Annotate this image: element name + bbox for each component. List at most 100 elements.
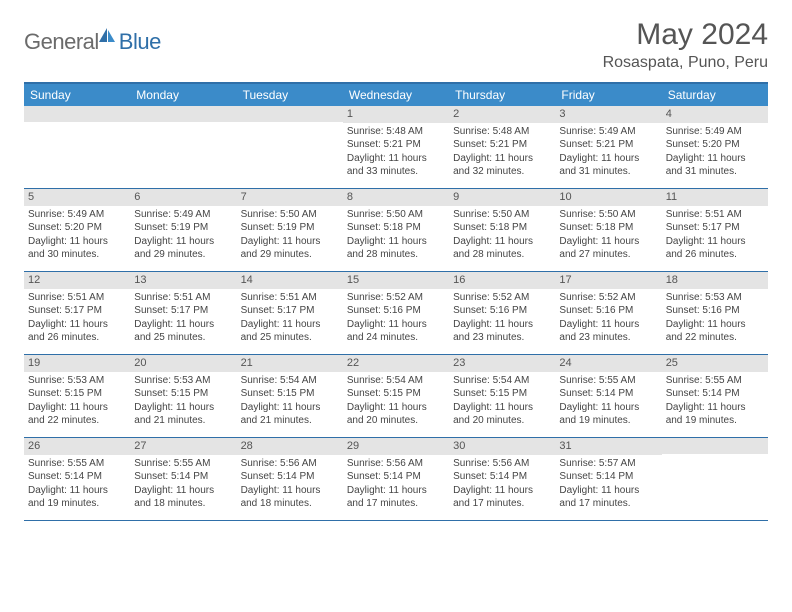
week-row: 12Sunrise: 5:51 AMSunset: 5:17 PMDayligh… (24, 272, 768, 355)
sunrise-text: Sunrise: 5:53 AM (134, 374, 232, 388)
day-cell: 23Sunrise: 5:54 AMSunset: 5:15 PMDayligh… (449, 355, 555, 437)
day-number: 5 (24, 189, 130, 206)
day-cell: 1Sunrise: 5:48 AMSunset: 5:21 PMDaylight… (343, 106, 449, 188)
week-row: 19Sunrise: 5:53 AMSunset: 5:15 PMDayligh… (24, 355, 768, 438)
weekday-header: Wednesday (343, 84, 449, 106)
daylight-text: Daylight: 11 hours and 28 minutes. (453, 235, 551, 262)
day-number: 12 (24, 272, 130, 289)
page-header: General Blue May 2024 Rosaspata, Puno, P… (24, 18, 768, 72)
day-cell: 25Sunrise: 5:55 AMSunset: 5:14 PMDayligh… (662, 355, 768, 437)
sunrise-text: Sunrise: 5:56 AM (241, 457, 339, 471)
day-cell: 28Sunrise: 5:56 AMSunset: 5:14 PMDayligh… (237, 438, 343, 520)
sunrise-text: Sunrise: 5:55 AM (134, 457, 232, 471)
sunset-text: Sunset: 5:21 PM (453, 138, 551, 152)
sunrise-text: Sunrise: 5:56 AM (453, 457, 551, 471)
sunset-text: Sunset: 5:15 PM (241, 387, 339, 401)
sunrise-text: Sunrise: 5:53 AM (28, 374, 126, 388)
day-number: 27 (130, 438, 236, 455)
day-cell: 9Sunrise: 5:50 AMSunset: 5:18 PMDaylight… (449, 189, 555, 271)
day-number: 31 (555, 438, 661, 455)
sunrise-text: Sunrise: 5:50 AM (453, 208, 551, 222)
sunrise-text: Sunrise: 5:54 AM (347, 374, 445, 388)
day-number: 9 (449, 189, 555, 206)
day-cell (24, 106, 130, 188)
day-number: 25 (662, 355, 768, 372)
daylight-text: Daylight: 11 hours and 32 minutes. (453, 152, 551, 179)
sunrise-text: Sunrise: 5:52 AM (559, 291, 657, 305)
day-details: Sunrise: 5:54 AMSunset: 5:15 PMDaylight:… (343, 372, 449, 432)
day-cell: 30Sunrise: 5:56 AMSunset: 5:14 PMDayligh… (449, 438, 555, 520)
sunset-text: Sunset: 5:15 PM (347, 387, 445, 401)
day-details: Sunrise: 5:56 AMSunset: 5:14 PMDaylight:… (449, 455, 555, 515)
day-details: Sunrise: 5:48 AMSunset: 5:21 PMDaylight:… (343, 123, 449, 183)
weekday-header: Sunday (24, 84, 130, 106)
sunrise-text: Sunrise: 5:51 AM (241, 291, 339, 305)
title-block: May 2024 Rosaspata, Puno, Peru (603, 18, 768, 72)
day-number: 4 (662, 106, 768, 123)
day-number: 3 (555, 106, 661, 123)
weeks-container: 1Sunrise: 5:48 AMSunset: 5:21 PMDaylight… (24, 106, 768, 521)
day-number (662, 438, 768, 454)
day-cell: 11Sunrise: 5:51 AMSunset: 5:17 PMDayligh… (662, 189, 768, 271)
day-details: Sunrise: 5:49 AMSunset: 5:20 PMDaylight:… (24, 206, 130, 266)
day-cell: 13Sunrise: 5:51 AMSunset: 5:17 PMDayligh… (130, 272, 236, 354)
day-details: Sunrise: 5:51 AMSunset: 5:17 PMDaylight:… (24, 289, 130, 349)
day-cell (237, 106, 343, 188)
day-cell: 20Sunrise: 5:53 AMSunset: 5:15 PMDayligh… (130, 355, 236, 437)
day-details: Sunrise: 5:56 AMSunset: 5:14 PMDaylight:… (343, 455, 449, 515)
sunset-text: Sunset: 5:17 PM (28, 304, 126, 318)
daylight-text: Daylight: 11 hours and 30 minutes. (28, 235, 126, 262)
day-details: Sunrise: 5:55 AMSunset: 5:14 PMDaylight:… (24, 455, 130, 515)
daylight-text: Daylight: 11 hours and 33 minutes. (347, 152, 445, 179)
day-details: Sunrise: 5:50 AMSunset: 5:18 PMDaylight:… (343, 206, 449, 266)
day-number: 17 (555, 272, 661, 289)
sunrise-text: Sunrise: 5:52 AM (453, 291, 551, 305)
sunset-text: Sunset: 5:21 PM (559, 138, 657, 152)
day-number: 26 (24, 438, 130, 455)
sunrise-text: Sunrise: 5:49 AM (666, 125, 764, 139)
week-row: 1Sunrise: 5:48 AMSunset: 5:21 PMDaylight… (24, 106, 768, 189)
daylight-text: Daylight: 11 hours and 29 minutes. (241, 235, 339, 262)
day-number: 13 (130, 272, 236, 289)
sunset-text: Sunset: 5:15 PM (453, 387, 551, 401)
calendar-grid: SundayMondayTuesdayWednesdayThursdayFrid… (24, 82, 768, 521)
sunset-text: Sunset: 5:16 PM (453, 304, 551, 318)
day-cell: 27Sunrise: 5:55 AMSunset: 5:14 PMDayligh… (130, 438, 236, 520)
day-cell: 10Sunrise: 5:50 AMSunset: 5:18 PMDayligh… (555, 189, 661, 271)
sunrise-text: Sunrise: 5:49 AM (134, 208, 232, 222)
day-details: Sunrise: 5:50 AMSunset: 5:18 PMDaylight:… (449, 206, 555, 266)
day-cell: 19Sunrise: 5:53 AMSunset: 5:15 PMDayligh… (24, 355, 130, 437)
sunset-text: Sunset: 5:14 PM (241, 470, 339, 484)
sunset-text: Sunset: 5:15 PM (134, 387, 232, 401)
sunset-text: Sunset: 5:18 PM (559, 221, 657, 235)
day-number: 21 (237, 355, 343, 372)
daylight-text: Daylight: 11 hours and 25 minutes. (134, 318, 232, 345)
day-cell: 14Sunrise: 5:51 AMSunset: 5:17 PMDayligh… (237, 272, 343, 354)
day-cell (662, 438, 768, 520)
day-details: Sunrise: 5:48 AMSunset: 5:21 PMDaylight:… (449, 123, 555, 183)
sunset-text: Sunset: 5:19 PM (241, 221, 339, 235)
daylight-text: Daylight: 11 hours and 17 minutes. (559, 484, 657, 511)
sunrise-text: Sunrise: 5:55 AM (666, 374, 764, 388)
day-number: 24 (555, 355, 661, 372)
day-details: Sunrise: 5:52 AMSunset: 5:16 PMDaylight:… (449, 289, 555, 349)
day-number: 29 (343, 438, 449, 455)
daylight-text: Daylight: 11 hours and 26 minutes. (666, 235, 764, 262)
sunset-text: Sunset: 5:17 PM (241, 304, 339, 318)
day-cell: 5Sunrise: 5:49 AMSunset: 5:20 PMDaylight… (24, 189, 130, 271)
day-details: Sunrise: 5:54 AMSunset: 5:15 PMDaylight:… (449, 372, 555, 432)
day-cell: 6Sunrise: 5:49 AMSunset: 5:19 PMDaylight… (130, 189, 236, 271)
sunrise-text: Sunrise: 5:53 AM (666, 291, 764, 305)
day-details: Sunrise: 5:55 AMSunset: 5:14 PMDaylight:… (555, 372, 661, 432)
location-label: Rosaspata, Puno, Peru (603, 54, 768, 72)
sunset-text: Sunset: 5:14 PM (134, 470, 232, 484)
day-details: Sunrise: 5:51 AMSunset: 5:17 PMDaylight:… (130, 289, 236, 349)
day-number: 19 (24, 355, 130, 372)
weekday-header: Monday (130, 84, 236, 106)
day-details: Sunrise: 5:56 AMSunset: 5:14 PMDaylight:… (237, 455, 343, 515)
brand-part1: General (24, 29, 99, 55)
day-number: 20 (130, 355, 236, 372)
sunset-text: Sunset: 5:16 PM (347, 304, 445, 318)
day-cell: 21Sunrise: 5:54 AMSunset: 5:15 PMDayligh… (237, 355, 343, 437)
daylight-text: Daylight: 11 hours and 20 minutes. (347, 401, 445, 428)
